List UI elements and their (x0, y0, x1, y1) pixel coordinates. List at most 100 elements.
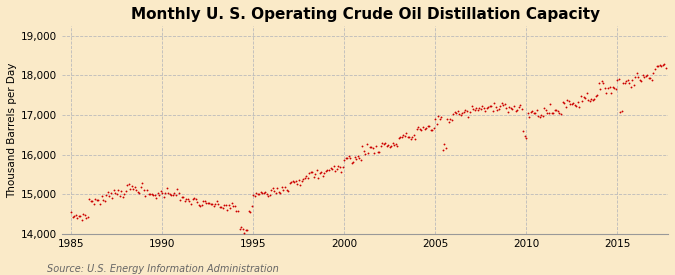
Point (82, 214, 93, 219)
Point (519, 134, 530, 139)
Point (477, 104, 487, 108)
Point (283, 189, 294, 193)
Point (335, 169, 346, 174)
Point (192, 200, 202, 205)
Point (227, 200, 238, 205)
Point (654, 62, 665, 67)
Point (163, 191, 173, 196)
Point (325, 166, 336, 170)
Point (413, 125, 424, 130)
Point (110, 191, 121, 196)
Point (205, 202, 216, 207)
Point (470, 106, 481, 111)
Point (410, 136, 421, 141)
Point (456, 113, 466, 118)
Point (363, 151, 374, 155)
Point (569, 103, 580, 107)
Point (92, 198, 103, 202)
Point (261, 191, 272, 196)
Point (143, 192, 154, 196)
Point (313, 176, 324, 180)
Point (443, 120, 454, 125)
Point (631, 71, 642, 75)
Point (339, 158, 350, 162)
Point (366, 144, 377, 149)
Point (419, 126, 430, 131)
Point (113, 188, 124, 192)
Point (648, 71, 659, 75)
Point (289, 180, 300, 185)
Point (231, 209, 242, 213)
Point (607, 85, 618, 89)
Point (571, 104, 582, 109)
Point (474, 105, 485, 110)
Point (159, 195, 169, 199)
Point (210, 202, 221, 207)
Point (194, 204, 205, 208)
Point (655, 64, 666, 68)
Point (230, 204, 240, 208)
Point (518, 129, 529, 133)
Point (322, 168, 333, 173)
Point (458, 109, 469, 114)
Point (401, 131, 412, 135)
Point (630, 75, 641, 79)
Point (368, 146, 379, 151)
Point (583, 98, 594, 102)
Point (601, 90, 612, 95)
Point (151, 196, 161, 200)
Point (581, 91, 592, 95)
Point (136, 185, 146, 190)
Point (394, 136, 404, 141)
Point (565, 101, 576, 106)
Point (384, 145, 395, 150)
Point (278, 188, 289, 192)
Point (215, 205, 225, 209)
Point (502, 110, 513, 114)
Point (188, 196, 199, 200)
Point (624, 81, 634, 85)
Point (431, 121, 442, 126)
Point (387, 141, 398, 145)
Point (117, 195, 128, 199)
Point (487, 108, 498, 113)
Point (428, 126, 439, 130)
Point (605, 90, 616, 95)
Point (507, 107, 518, 111)
Point (639, 75, 650, 80)
Point (153, 191, 163, 195)
Point (593, 81, 604, 86)
Point (175, 198, 186, 202)
Point (489, 101, 500, 105)
Point (248, 193, 259, 197)
Point (328, 164, 339, 169)
Text: Source: U.S. Energy Information Administration: Source: U.S. Energy Information Administ… (47, 264, 279, 274)
Point (445, 117, 456, 122)
Point (272, 186, 283, 190)
Point (660, 65, 671, 70)
Point (169, 191, 180, 195)
Point (249, 194, 260, 199)
Point (269, 189, 280, 193)
Point (76, 218, 87, 222)
Point (530, 111, 541, 116)
Point (437, 147, 448, 152)
Point (236, 225, 246, 230)
Point (486, 104, 497, 108)
Point (380, 141, 391, 145)
Point (340, 156, 351, 160)
Point (427, 128, 437, 132)
Point (84, 197, 95, 201)
Point (281, 188, 292, 192)
Point (333, 164, 344, 169)
Point (260, 190, 271, 194)
Point (421, 126, 431, 130)
Point (321, 169, 331, 173)
Point (603, 85, 614, 90)
Point (211, 199, 222, 203)
Point (475, 107, 486, 111)
Point (167, 192, 178, 197)
Point (284, 181, 295, 186)
Point (131, 188, 142, 192)
Point (628, 83, 639, 87)
